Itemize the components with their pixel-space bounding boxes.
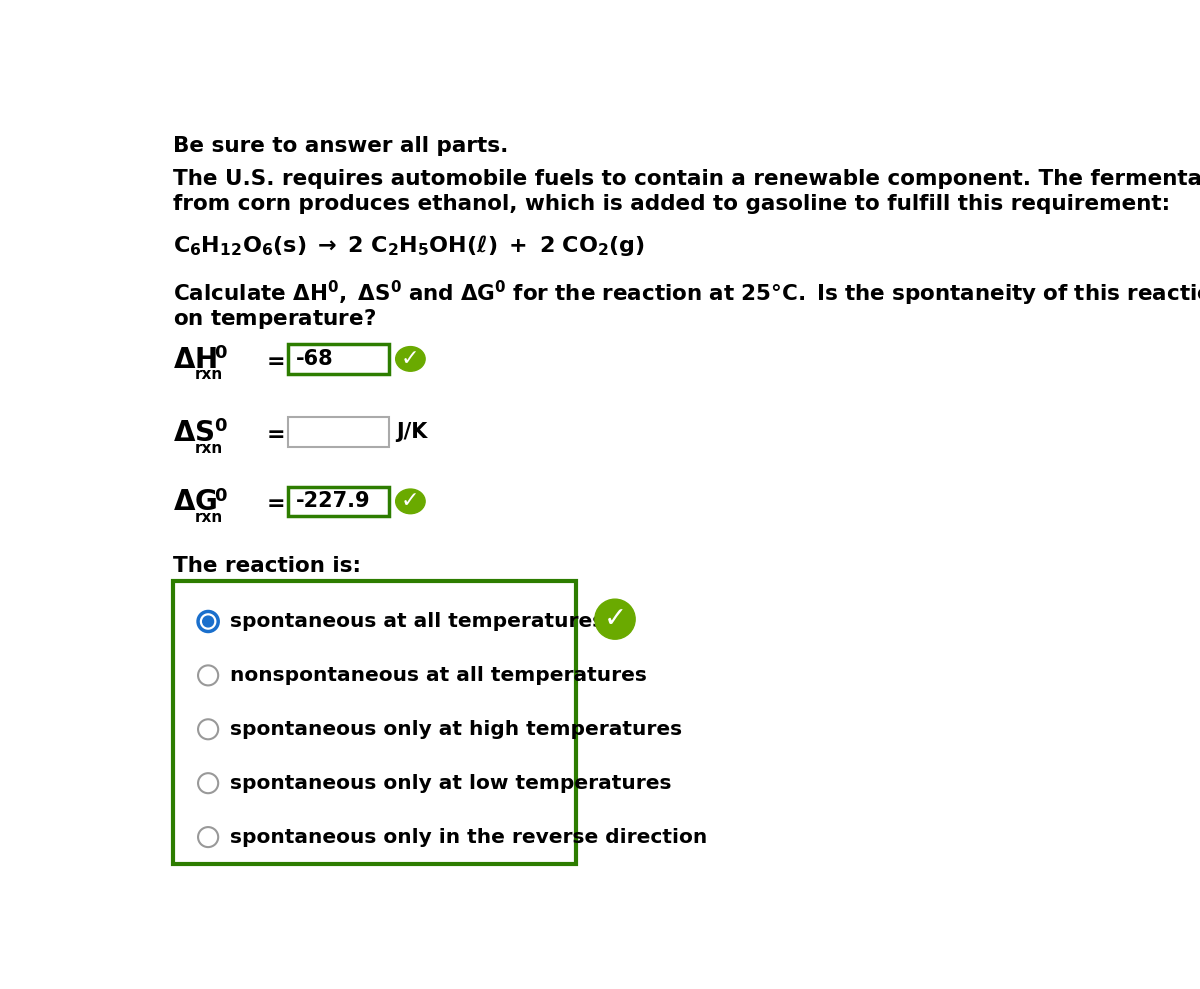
- Text: spontaneous at all temperatures: spontaneous at all temperatures: [230, 612, 604, 631]
- Text: spontaneous only at low temperatures: spontaneous only at low temperatures: [230, 773, 671, 793]
- Circle shape: [198, 666, 218, 685]
- Circle shape: [203, 616, 214, 627]
- Text: =: =: [266, 494, 284, 514]
- Text: $\mathbf{0}$: $\mathbf{0}$: [214, 417, 227, 435]
- Circle shape: [595, 599, 635, 639]
- Text: ✓: ✓: [604, 605, 626, 633]
- Text: $\mathbf{0}$: $\mathbf{0}$: [214, 487, 227, 504]
- Text: $\mathbf{C_6H_{12}O_6(s)\ \rightarrow\ 2\ C_2H_5OH(\ell)\ +\ 2\ CO_2(g)}$: $\mathbf{C_6H_{12}O_6(s)\ \rightarrow\ 2…: [173, 232, 646, 258]
- FancyBboxPatch shape: [288, 487, 389, 516]
- Text: nonspontaneous at all temperatures: nonspontaneous at all temperatures: [230, 666, 647, 685]
- Text: The reaction is:: The reaction is:: [173, 556, 361, 576]
- Text: $\mathbf{\Delta H}$: $\mathbf{\Delta H}$: [173, 346, 217, 374]
- Text: =: =: [266, 425, 284, 445]
- Text: spontaneous only at high temperatures: spontaneous only at high temperatures: [230, 720, 682, 739]
- Text: $\mathbf{on\ temperature?}$: $\mathbf{on\ temperature?}$: [173, 308, 377, 331]
- Text: The U.S. requires automobile fuels to contain a renewable component. The ferment: The U.S. requires automobile fuels to co…: [173, 169, 1200, 189]
- Text: -68: -68: [295, 349, 334, 369]
- Text: Be sure to answer all parts.: Be sure to answer all parts.: [173, 135, 509, 155]
- Text: J/K: J/K: [396, 422, 428, 442]
- Ellipse shape: [396, 346, 425, 371]
- Text: ✓: ✓: [401, 349, 420, 369]
- Text: $\mathbf{\Delta G}$: $\mathbf{\Delta G}$: [173, 489, 217, 516]
- Text: =: =: [266, 352, 284, 372]
- Text: rxn: rxn: [194, 367, 223, 383]
- Text: -227.9: -227.9: [295, 492, 371, 511]
- Circle shape: [198, 773, 218, 793]
- FancyBboxPatch shape: [288, 417, 389, 447]
- Text: $\mathbf{Calculate\ \Delta H^{0},\ \Delta S^{0}\ and\ \Delta G^{0}\ for\ the\ re: $\mathbf{Calculate\ \Delta H^{0},\ \Delt…: [173, 279, 1200, 308]
- Text: rxn: rxn: [194, 510, 223, 525]
- Circle shape: [198, 611, 218, 632]
- Text: $\mathbf{0}$: $\mathbf{0}$: [214, 344, 227, 362]
- Text: spontaneous only in the reverse direction: spontaneous only in the reverse directio…: [230, 828, 707, 847]
- Text: $\mathbf{\Delta S}$: $\mathbf{\Delta S}$: [173, 419, 215, 447]
- Text: from corn produces ethanol, which is added to gasoline to fulfill this requireme: from corn produces ethanol, which is add…: [173, 194, 1170, 215]
- Circle shape: [198, 719, 218, 740]
- FancyBboxPatch shape: [173, 581, 576, 864]
- Circle shape: [198, 827, 218, 848]
- Text: ✓: ✓: [401, 492, 420, 511]
- FancyBboxPatch shape: [288, 344, 389, 374]
- Text: rxn: rxn: [194, 440, 223, 456]
- Ellipse shape: [396, 489, 425, 513]
